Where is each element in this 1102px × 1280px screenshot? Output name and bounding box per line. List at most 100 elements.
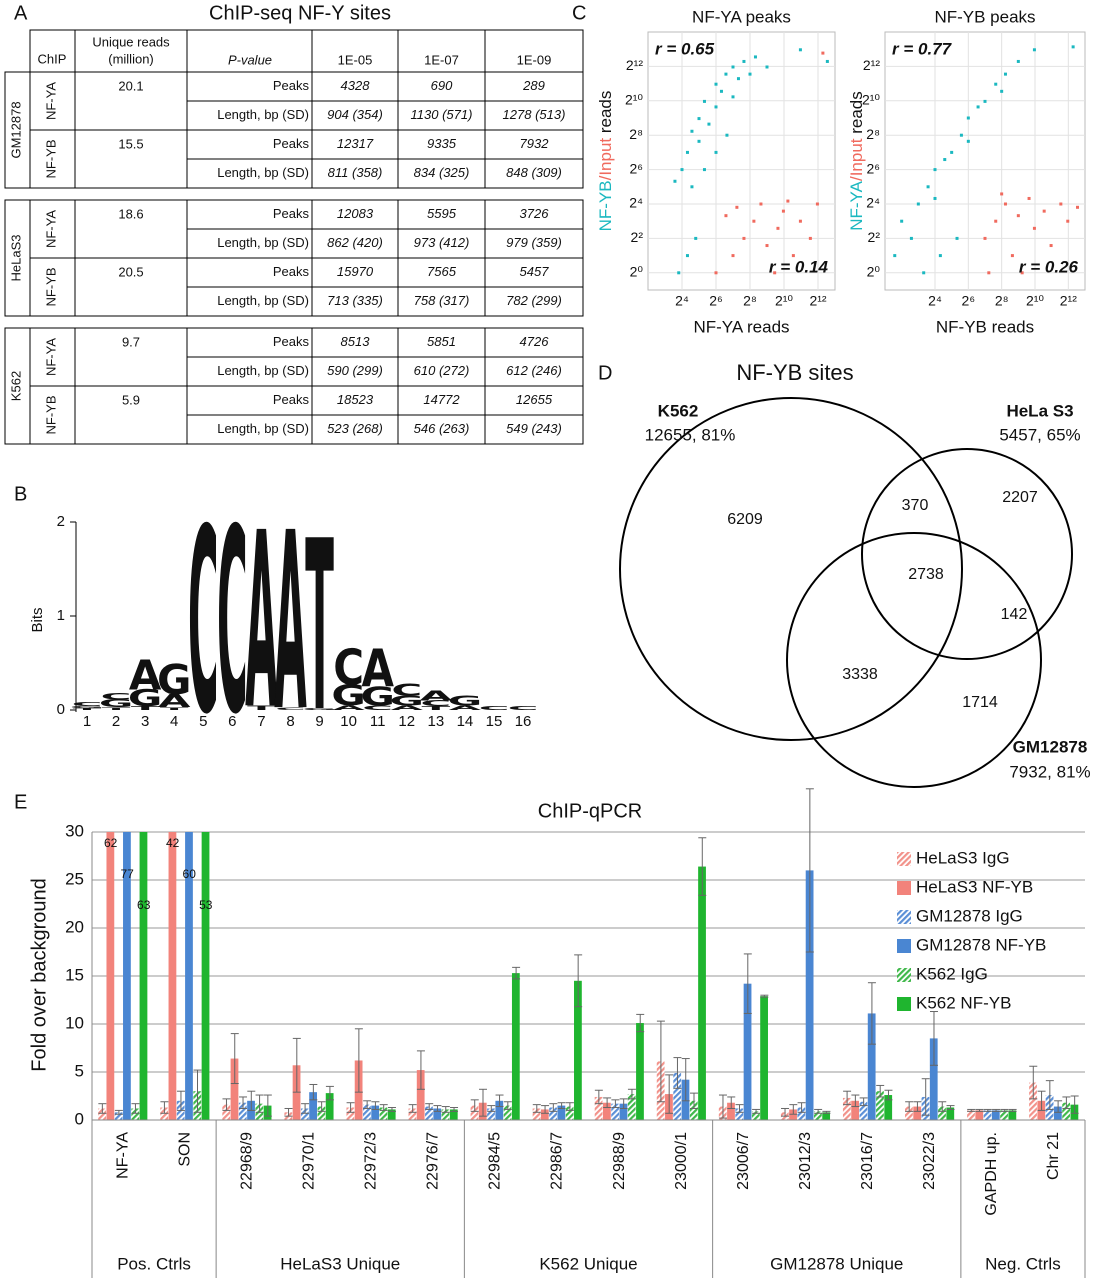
logo-letter: G <box>448 694 482 709</box>
x-tick-label: 2⁴ <box>675 293 689 309</box>
scatter-point <box>933 168 937 172</box>
y-tick-label: 5 <box>75 1061 84 1080</box>
x-tick-label: 3 <box>141 713 149 730</box>
table-value: 15970 <box>337 264 374 279</box>
scatter-point <box>694 236 698 240</box>
y-tick-label: 2⁴ <box>629 195 643 211</box>
bar <box>317 1106 326 1120</box>
row-label: Peaks <box>273 78 310 93</box>
bar <box>346 1107 355 1120</box>
unique-reads: 9.7 <box>122 334 140 349</box>
x-tick-label: 12 <box>398 713 415 730</box>
set-summary: 5457, 65% <box>999 425 1080 444</box>
x-tick-label: 22968/9 <box>238 1132 255 1190</box>
scatter-point <box>702 168 706 172</box>
group-label: Neg. Ctrls <box>985 1254 1061 1273</box>
table-value: 289 <box>522 78 545 93</box>
x-tick-label: 23006/7 <box>735 1132 752 1190</box>
scatter-point <box>916 202 920 206</box>
x-tick-label: 2⁴ <box>928 293 942 309</box>
logo-letter: T <box>131 705 160 711</box>
region-count: 3338 <box>842 666 878 683</box>
bar <box>867 1013 876 1120</box>
scatter-point <box>673 179 677 183</box>
y-axis-label: Bits <box>29 607 46 632</box>
data-label: 62 <box>104 836 118 850</box>
bar <box>106 832 115 1120</box>
logo-letter: A <box>274 481 307 765</box>
y-axis-label: NF-YB/Input reads <box>596 91 615 232</box>
y-axis-label: Fold over background <box>28 878 50 1071</box>
panel-label: B <box>14 483 27 505</box>
scatter-point <box>943 158 947 162</box>
x-tick-label: 5 <box>199 713 207 730</box>
bar <box>929 1038 938 1120</box>
table-value: 758 (317) <box>414 293 470 308</box>
scatter-point <box>765 244 769 248</box>
x-tick-label: 1 <box>83 713 91 730</box>
x-tick-label: 9 <box>315 713 323 730</box>
legend-label: GM12878 IgG <box>916 906 1023 925</box>
row-label: Peaks <box>273 334 310 349</box>
y-tick-label: 2⁶ <box>629 160 643 176</box>
table-value: 7565 <box>427 264 457 279</box>
bar <box>967 1110 975 1120</box>
scatter-point <box>1071 45 1075 49</box>
y-tick-label: 2⁸ <box>629 126 643 142</box>
set-name: HeLa S3 <box>1006 401 1073 420</box>
scatter-point <box>714 150 718 154</box>
unique-reads: 20.5 <box>118 264 143 279</box>
scatter-point <box>685 254 689 258</box>
table-value: 12655 <box>516 392 553 407</box>
x-tick-label: 23022/3 <box>921 1132 938 1190</box>
x-tick-label: 23012/3 <box>797 1132 814 1190</box>
bar <box>1053 1106 1062 1120</box>
logo-letter: C <box>508 705 539 711</box>
set-summary: 12655, 81% <box>645 425 736 444</box>
y-label-part: reads <box>596 91 615 138</box>
logo-letter: T <box>305 491 334 764</box>
logo-letter: A <box>449 704 483 712</box>
chip: NF-YB <box>43 268 58 307</box>
legend-swatch <box>897 968 911 982</box>
scatter-point <box>742 59 746 63</box>
table-value: 4328 <box>341 78 371 93</box>
scatter-point <box>1042 209 1046 213</box>
scatter-point <box>697 117 701 121</box>
bar <box>201 832 210 1120</box>
scatter-point <box>752 219 756 223</box>
table-value: 12083 <box>337 206 374 221</box>
scatter-point <box>994 82 998 86</box>
y-tick-label: 2¹⁰ <box>862 92 880 108</box>
bar <box>325 1093 334 1120</box>
panel-label: E <box>14 791 27 813</box>
bar <box>131 1108 140 1120</box>
region-count: 370 <box>902 497 929 514</box>
x-tick-label: 4 <box>170 713 178 730</box>
legend-label: GM12878 NF-YB <box>916 935 1046 954</box>
bar <box>238 1102 247 1120</box>
scatter-point <box>821 51 825 55</box>
scatter-point <box>909 236 913 240</box>
logo-letter: A <box>361 639 394 699</box>
logo-letter: C <box>479 705 510 711</box>
plot-area <box>647 31 836 291</box>
chip: NF-YA <box>43 210 58 248</box>
scatter-point <box>742 236 746 240</box>
unique-reads: 20.1 <box>118 78 143 93</box>
plot-area <box>884 31 1086 291</box>
y-tick-label: 2² <box>631 229 644 245</box>
bar <box>1062 1102 1071 1120</box>
bar <box>760 996 768 1120</box>
plot-title: NF-YB peaks <box>934 7 1035 26</box>
bar <box>230 1058 239 1120</box>
scatter-point <box>955 236 959 240</box>
scatter-point <box>765 65 769 69</box>
bar <box>371 1105 380 1120</box>
table-header-cell: P-value <box>228 52 272 67</box>
bar <box>487 1108 495 1120</box>
x-tick-label: 22972/3 <box>363 1132 380 1190</box>
scatter-point <box>900 219 904 223</box>
